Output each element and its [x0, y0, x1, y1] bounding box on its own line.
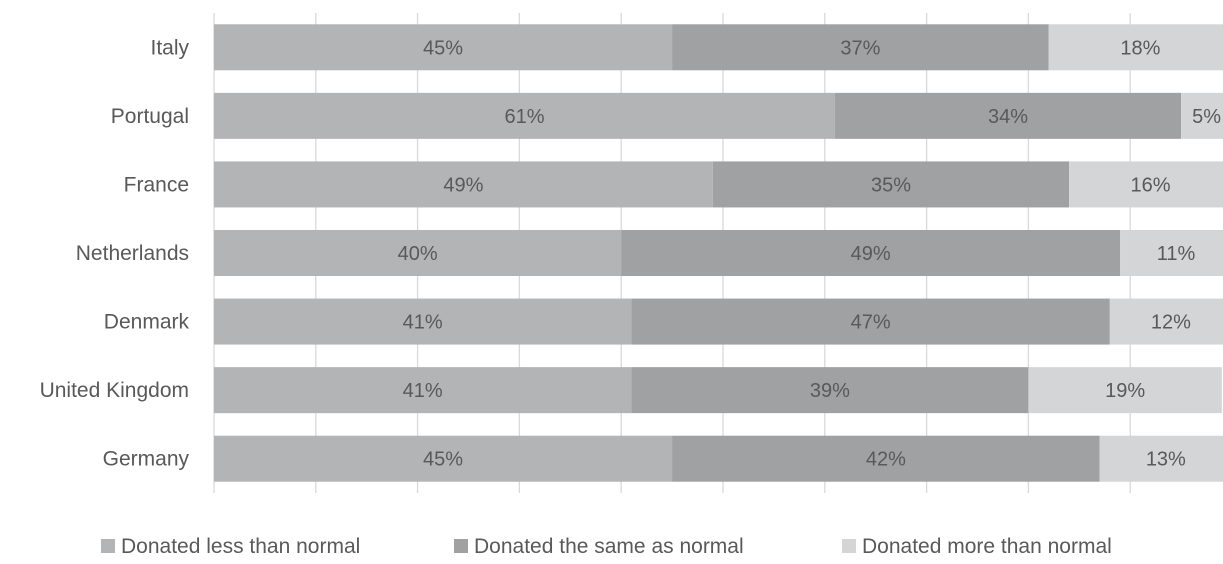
data-label: 11% — [1157, 243, 1196, 265]
bar-segment — [214, 367, 632, 414]
data-label: 39% — [810, 380, 850, 402]
bar-segment — [214, 92, 835, 139]
bar-segment — [214, 161, 713, 208]
data-label: 34% — [988, 106, 1028, 128]
bar-segment — [1099, 435, 1223, 482]
bar-segment — [1028, 367, 1222, 414]
bar-segment — [672, 24, 1049, 71]
data-label: 18% — [1120, 37, 1160, 59]
legend-swatch — [454, 539, 468, 553]
bar-segment — [631, 367, 1029, 414]
data-label: 5% — [1192, 106, 1221, 128]
category-label: United Kingdom — [40, 379, 189, 402]
bar-segment — [214, 435, 673, 482]
bar-segment — [834, 92, 1182, 139]
data-label: 13% — [1146, 449, 1186, 471]
data-label: 35% — [871, 174, 911, 196]
legend-label: Donated more than normal — [862, 535, 1112, 558]
data-labels: 45% 37% 18% 61% 34% 5% 49% 35% 16% 40% 49% 11% 41% 47… — [398, 37, 1222, 470]
data-label: 41% — [403, 380, 443, 402]
category-labels: Italy Portugal France Netherlands Denmark Uni… — [40, 36, 190, 470]
category-label: Germany — [103, 448, 190, 471]
category-label: Italy — [150, 36, 189, 59]
legend: Donated less than normal Donated the same… — [101, 535, 1112, 558]
bar-segment — [214, 298, 632, 345]
category-label: Denmark — [104, 311, 190, 334]
data-label: 49% — [443, 174, 483, 196]
legend-label: Donated less than normal — [121, 535, 360, 558]
legend-swatch — [101, 539, 115, 553]
data-label: 61% — [504, 106, 544, 128]
bar-segment — [214, 230, 622, 276]
bar-segment — [1120, 230, 1223, 276]
data-label: 40% — [398, 243, 438, 265]
data-label: 19% — [1105, 380, 1145, 402]
data-label: 41% — [403, 312, 443, 334]
data-label: 45% — [423, 37, 463, 59]
data-label: 42% — [866, 449, 906, 471]
bar-segment — [214, 24, 673, 71]
bar-segment — [1181, 92, 1223, 139]
category-label: Portugal — [111, 105, 189, 128]
data-label: 49% — [851, 243, 891, 265]
bar-segment — [712, 161, 1070, 208]
data-label: 45% — [423, 449, 463, 471]
bars — [214, 24, 1223, 482]
category-label: France — [124, 173, 189, 196]
data-label: 47% — [851, 312, 891, 334]
legend-swatch — [842, 539, 856, 553]
legend-label: Donated the same as normal — [474, 535, 744, 558]
bar-segment — [1109, 298, 1223, 345]
bar-segment — [672, 435, 1100, 482]
bar-segment — [1048, 24, 1223, 71]
bar-segment — [621, 230, 1121, 276]
category-label: Netherlands — [76, 242, 189, 265]
data-label: 37% — [840, 37, 880, 59]
bar-segment — [1069, 161, 1223, 208]
data-label: 16% — [1131, 174, 1171, 196]
data-label: 12% — [1151, 312, 1191, 334]
bar-segment — [631, 298, 1110, 345]
